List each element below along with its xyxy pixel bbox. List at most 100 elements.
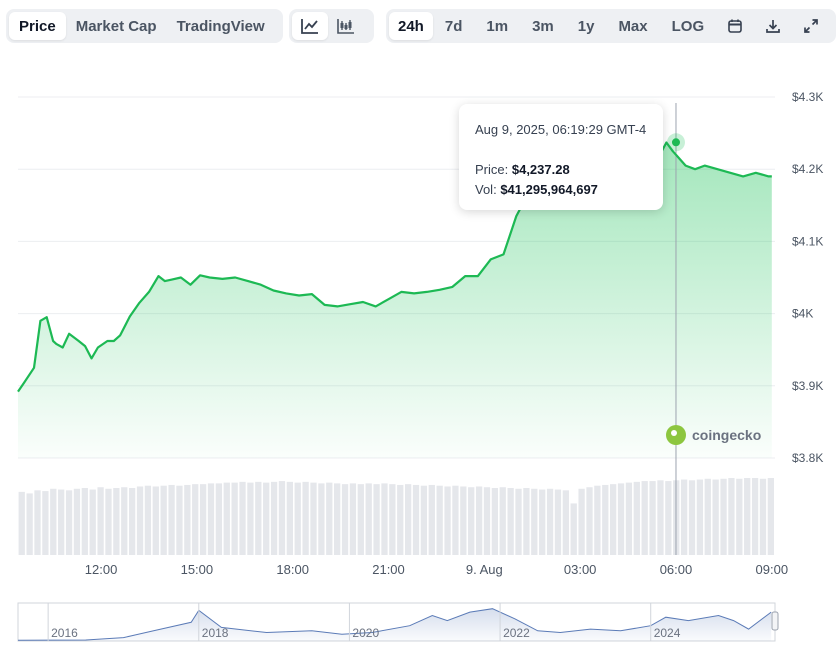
volume-bar bbox=[688, 480, 696, 555]
volume-bar bbox=[515, 488, 522, 555]
volume-bar bbox=[168, 484, 175, 555]
volume-bar bbox=[144, 485, 152, 555]
navigator-year-label: 2022 bbox=[503, 626, 530, 640]
tab-market-cap[interactable]: Market Cap bbox=[75, 17, 157, 35]
navigator-handle[interactable] bbox=[771, 611, 779, 631]
volume-bar bbox=[602, 484, 609, 555]
volume-bar bbox=[594, 485, 601, 555]
volume-bar bbox=[310, 482, 317, 555]
range-navigator[interactable]: 2016 2018 2020 2022 2024 bbox=[17, 602, 779, 642]
volume-bar bbox=[42, 491, 49, 555]
x-tick-label: 15:00 bbox=[181, 562, 214, 577]
volume-bar bbox=[231, 482, 238, 555]
volume-bar bbox=[759, 478, 767, 555]
range-3m[interactable]: 3m bbox=[532, 17, 554, 35]
volume-bar bbox=[578, 488, 585, 555]
volume-bar bbox=[381, 483, 388, 555]
volume-bar bbox=[184, 484, 191, 555]
volume-bar bbox=[365, 483, 372, 555]
volume-bar bbox=[720, 478, 727, 555]
volume-bar bbox=[65, 490, 73, 555]
x-tick-label: 03:00 bbox=[564, 562, 597, 577]
calendar-icon[interactable] bbox=[716, 12, 754, 40]
volume-bar bbox=[665, 481, 672, 555]
navigator-year-ticks: 2016 2018 2020 2022 2024 bbox=[47, 603, 681, 641]
volume-bar bbox=[223, 482, 230, 555]
volume-bar bbox=[436, 485, 443, 555]
coingecko-logo-icon bbox=[666, 425, 686, 445]
coingecko-watermark: coingecko bbox=[666, 424, 761, 446]
line-chart-icon[interactable] bbox=[292, 12, 328, 40]
volume-bar bbox=[728, 478, 735, 555]
volume-bar bbox=[255, 481, 262, 555]
x-tick-label: 18:00 bbox=[276, 562, 309, 577]
volume-bar bbox=[428, 484, 435, 555]
volume-bar bbox=[18, 491, 25, 555]
download-icon[interactable] bbox=[754, 12, 792, 40]
volume-bar bbox=[278, 481, 286, 555]
volume-bar bbox=[641, 481, 648, 555]
expand-icon[interactable] bbox=[792, 12, 830, 40]
volume-bar bbox=[89, 489, 96, 555]
volume-bar bbox=[160, 485, 167, 555]
volume-bar bbox=[97, 487, 104, 555]
volume-bar bbox=[491, 488, 499, 555]
range-1y[interactable]: 1y bbox=[577, 17, 595, 35]
volume-bar bbox=[539, 489, 546, 555]
volume-bar bbox=[704, 478, 711, 555]
volume-bar bbox=[270, 481, 278, 555]
volume-bar bbox=[767, 478, 774, 555]
watermark-text: coingecko bbox=[692, 427, 762, 443]
volume-bar bbox=[499, 487, 506, 555]
candlestick-chart-icon[interactable] bbox=[328, 12, 364, 40]
range-1m[interactable]: 1m bbox=[486, 17, 509, 35]
volume-bar bbox=[128, 488, 136, 555]
tooltip-datetime: Aug 9, 2025, 06:19:29 GMT-4 bbox=[475, 122, 647, 137]
volume-bar bbox=[696, 479, 704, 555]
volume-bar bbox=[633, 481, 640, 555]
volume-bar bbox=[199, 484, 207, 555]
volume-bar bbox=[744, 478, 751, 555]
log-scale-toggle[interactable]: LOG bbox=[671, 17, 705, 35]
volume-bar bbox=[50, 488, 57, 555]
volume-bar bbox=[625, 482, 633, 555]
volume-bar bbox=[207, 483, 215, 555]
range-7d[interactable]: 7d bbox=[444, 17, 463, 35]
x-tick-label: 9. Aug bbox=[466, 562, 503, 577]
volume-bar bbox=[444, 486, 451, 555]
volume-bar bbox=[507, 488, 514, 555]
volume-bar bbox=[152, 486, 159, 555]
volume-bar bbox=[26, 493, 33, 555]
x-tick-label: 12:00 bbox=[85, 562, 118, 577]
volume-bar bbox=[483, 487, 491, 555]
range-group: 24h 7d 1m 3m 1y Max LOG bbox=[386, 9, 836, 43]
volume-bar bbox=[121, 487, 128, 555]
chart-style-group bbox=[289, 9, 374, 43]
y-tick-label: $4.3K bbox=[792, 90, 823, 104]
volume-bar bbox=[389, 484, 396, 555]
volume-bar bbox=[712, 479, 719, 555]
volume-bar bbox=[546, 488, 554, 555]
range-max[interactable]: Max bbox=[618, 17, 648, 35]
volume-bar bbox=[751, 478, 759, 555]
volume-bar bbox=[349, 483, 357, 555]
tab-price[interactable]: Price bbox=[9, 12, 66, 40]
tooltip-vol-value: $41,295,964,697 bbox=[500, 182, 598, 197]
volume-bar bbox=[326, 482, 333, 555]
navigator-year-label: 2020 bbox=[352, 626, 379, 640]
tab-tradingview[interactable]: TradingView bbox=[176, 17, 265, 35]
navigator-year-label: 2018 bbox=[202, 626, 229, 640]
volume-bar bbox=[286, 481, 293, 555]
volume-bar bbox=[475, 486, 483, 555]
volume-bar bbox=[239, 481, 246, 555]
tooltip-vol-label: Vol: bbox=[475, 182, 497, 197]
volume-bar bbox=[397, 484, 404, 555]
tooltip-price-label: Price: bbox=[475, 162, 509, 177]
volume-bar bbox=[341, 484, 349, 555]
volume-bar bbox=[294, 482, 301, 555]
volume-bar bbox=[523, 488, 530, 555]
navigator-year-label: 2024 bbox=[654, 626, 681, 640]
volume-bar bbox=[73, 488, 81, 555]
range-24h[interactable]: 24h bbox=[389, 12, 433, 40]
